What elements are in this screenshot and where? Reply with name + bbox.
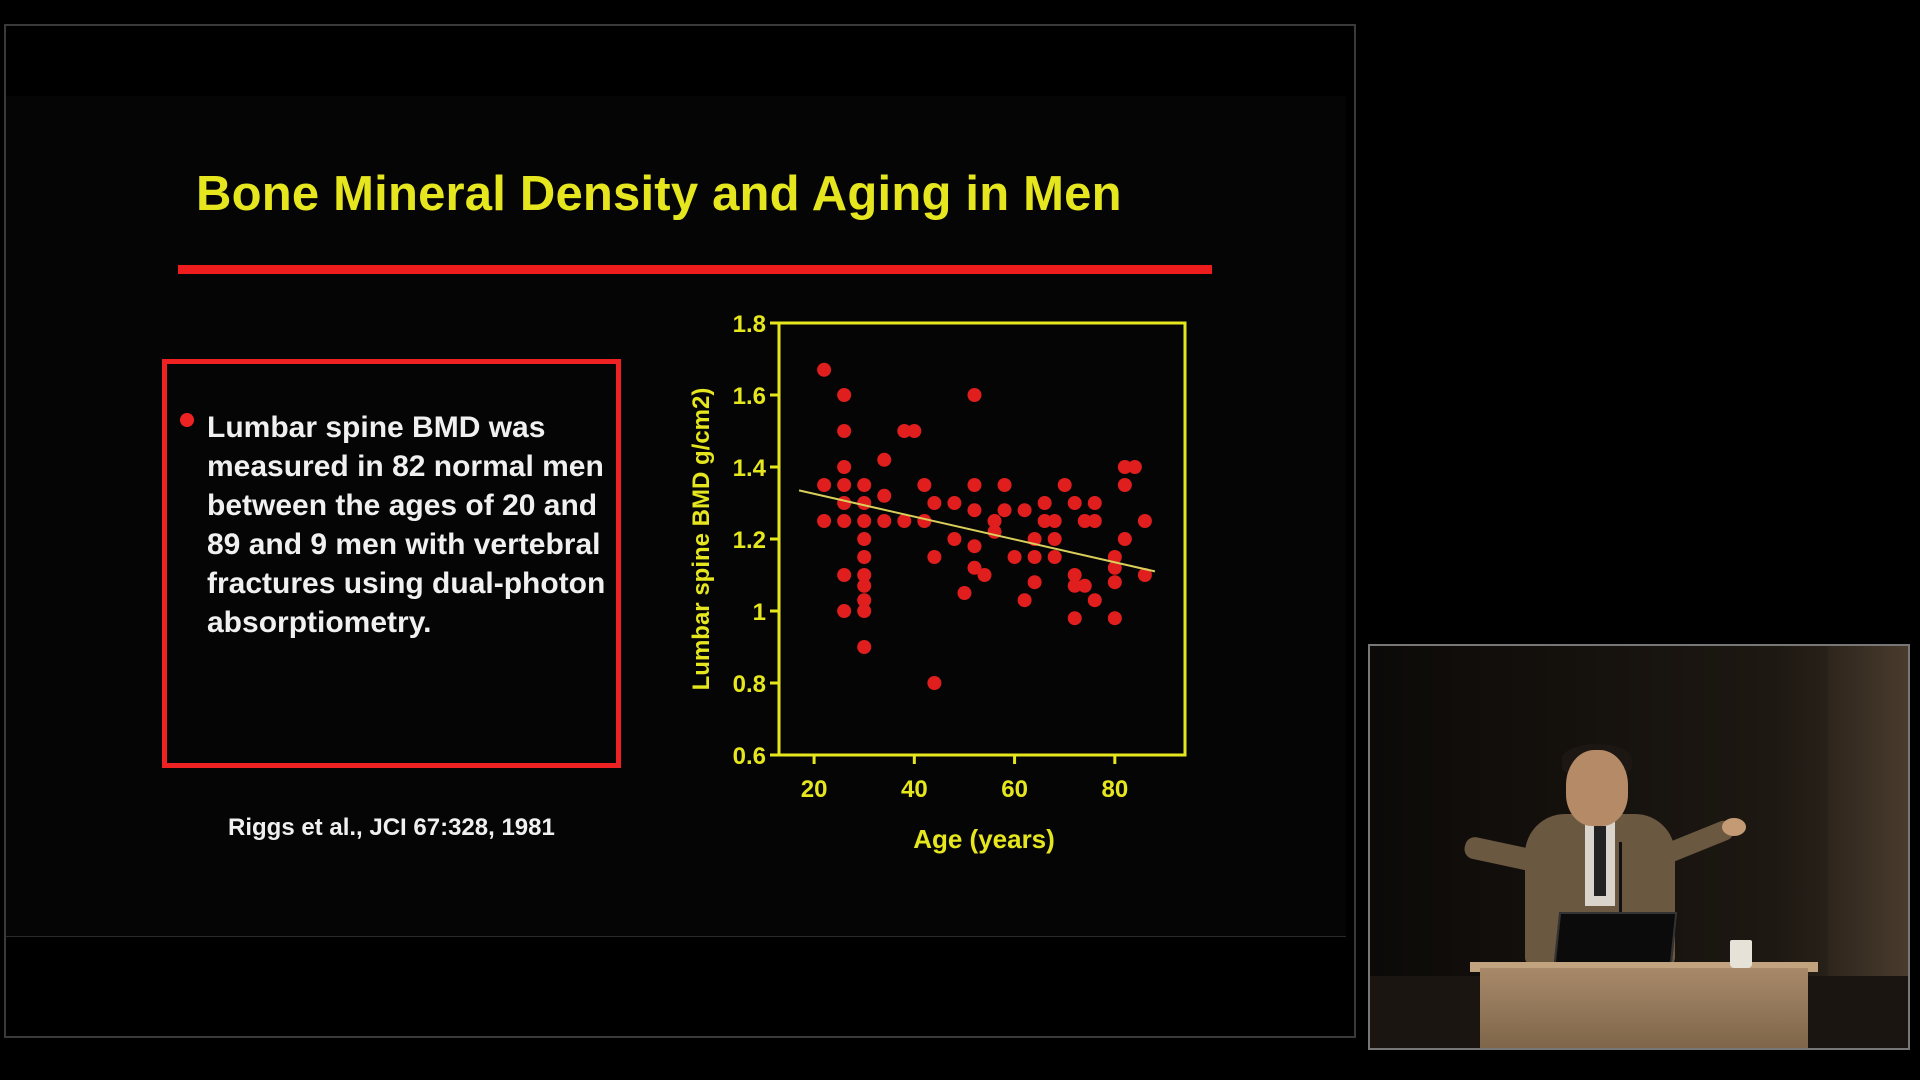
data-point [837,424,852,438]
data-point [857,478,872,492]
data-point [967,560,982,575]
data-point [967,539,982,554]
data-point [817,514,832,528]
speaker-video [1368,644,1910,1050]
data-point [1117,460,1132,474]
data-point [1047,532,1062,546]
data-point [967,478,982,492]
data-point [857,550,872,564]
x-tick-label: 80 [1101,776,1128,803]
y-tick-label: 0.6 [733,743,766,770]
y-tick-label: 0.8 [733,671,766,698]
data-point [1087,514,1102,528]
x-tick-label: 40 [901,776,928,803]
data-point [927,496,942,510]
slide-title: Bone Mineral Density and Aging in Men [196,167,1122,221]
data-point [877,488,892,503]
bullet-text: Lumbar spine BMD was measured in 82 norm… [207,411,606,639]
data-point [1137,514,1152,528]
y-tick-label: 1 [753,599,766,626]
y-axis-label: Lumbar spine BMD g/cm2) [688,388,715,691]
data-point [1127,460,1142,474]
data-point [1037,496,1052,510]
podium [1480,968,1808,1048]
data-point [1117,478,1132,492]
data-point [837,478,852,492]
data-point [837,604,852,618]
data-point [957,586,972,600]
data-point [1067,611,1082,626]
data-point [1027,575,1042,590]
data-point [1107,560,1122,575]
data-point [817,362,832,377]
data-point [877,452,892,467]
x-tick-label: 20 [801,776,828,803]
data-point [997,478,1012,492]
slide-divider [6,936,1346,937]
data-point [1037,514,1052,528]
y-tick-label: 1.8 [733,311,766,338]
data-point [857,514,872,528]
microphone [1619,842,1622,960]
data-point [1077,578,1092,593]
data-point [927,550,942,564]
data-point [1067,496,1082,510]
data-point [1007,550,1022,564]
citation: Riggs et al., JCI 67:328, 1981 [228,814,555,841]
data-point [1087,593,1102,608]
data-point [837,514,852,528]
data-point [927,676,942,690]
data-point [857,578,872,593]
data-point [857,593,872,608]
data-point [1047,550,1062,564]
data-point [837,460,852,474]
x-axis-label: Age (years) [913,824,1055,854]
data-point [1107,611,1122,626]
data-point [897,514,912,528]
data-point [1077,514,1092,528]
data-point [877,514,892,528]
data-point [1137,568,1152,582]
data-point [1017,593,1032,608]
data-point [947,532,962,546]
cup [1730,940,1752,968]
data-point [1047,514,1062,528]
data-point [857,604,872,618]
data-point [897,424,912,438]
data-point [967,388,982,402]
data-point [997,503,1012,518]
data-point [837,496,852,510]
data-point [857,532,872,546]
bullet-box [162,359,621,768]
data-point [1027,550,1042,564]
data-point [1087,496,1102,510]
data-point [857,640,872,654]
data-point [987,514,1002,528]
trend-line [798,489,1156,573]
data-point [857,496,872,510]
data-point [1107,575,1122,590]
data-point [917,478,932,492]
data-point [837,388,852,402]
data-point [947,496,962,510]
data-point [907,424,922,438]
data-point [1067,578,1082,593]
title-rule [178,265,1212,274]
data-point [1057,478,1072,492]
data-point [1117,532,1132,546]
data-point [837,568,852,582]
data-point [1067,568,1082,582]
data-point [817,478,832,492]
data-point [857,568,872,582]
x-tick-label: 60 [1001,776,1028,803]
y-tick-label: 1.2 [733,527,766,554]
data-point [977,568,992,582]
slide [6,96,1346,936]
y-tick-label: 1.6 [733,383,766,410]
data-point [1017,503,1032,518]
data-point [967,503,982,518]
y-tick-label: 1.4 [733,455,767,482]
bullet-dot [180,413,194,427]
